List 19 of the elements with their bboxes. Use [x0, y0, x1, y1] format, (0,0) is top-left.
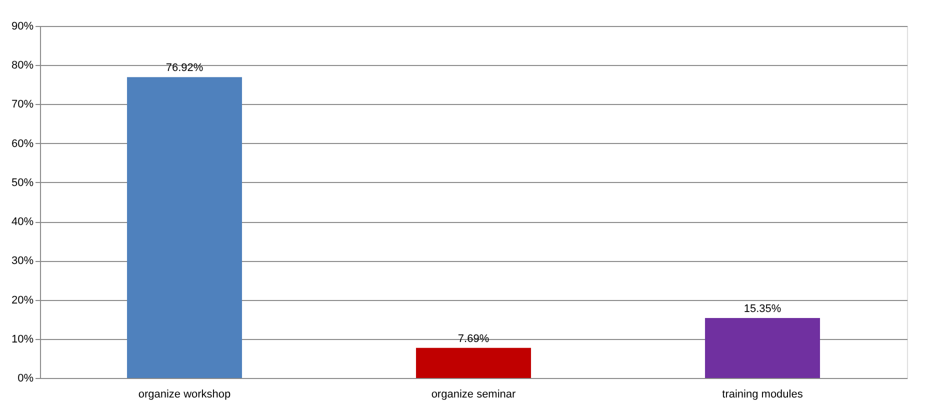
- data-label: 76.92%: [166, 62, 204, 74]
- data-label: 7.69%: [458, 332, 490, 345]
- y-tick-label: 60%: [11, 138, 34, 150]
- bar: [705, 318, 820, 378]
- x-tick-label: training modules: [722, 388, 804, 400]
- x-tick-label: organize seminar: [431, 388, 516, 400]
- y-tick-label: 70%: [11, 98, 34, 111]
- bar: [127, 77, 242, 378]
- y-tick-label: 0%: [18, 372, 34, 384]
- bar: [416, 348, 531, 378]
- y-tick-label: 30%: [11, 255, 34, 268]
- y-tick-label: 90%: [11, 20, 34, 32]
- y-tick-label: 40%: [11, 216, 34, 228]
- y-tick-label: 50%: [11, 176, 34, 189]
- y-tick-label: 80%: [11, 60, 34, 72]
- y-tick-label: 20%: [11, 294, 34, 306]
- data-label: 15.35%: [744, 302, 782, 315]
- y-tick-label: 10%: [11, 333, 34, 346]
- x-tick-label: organize workshop: [138, 388, 231, 400]
